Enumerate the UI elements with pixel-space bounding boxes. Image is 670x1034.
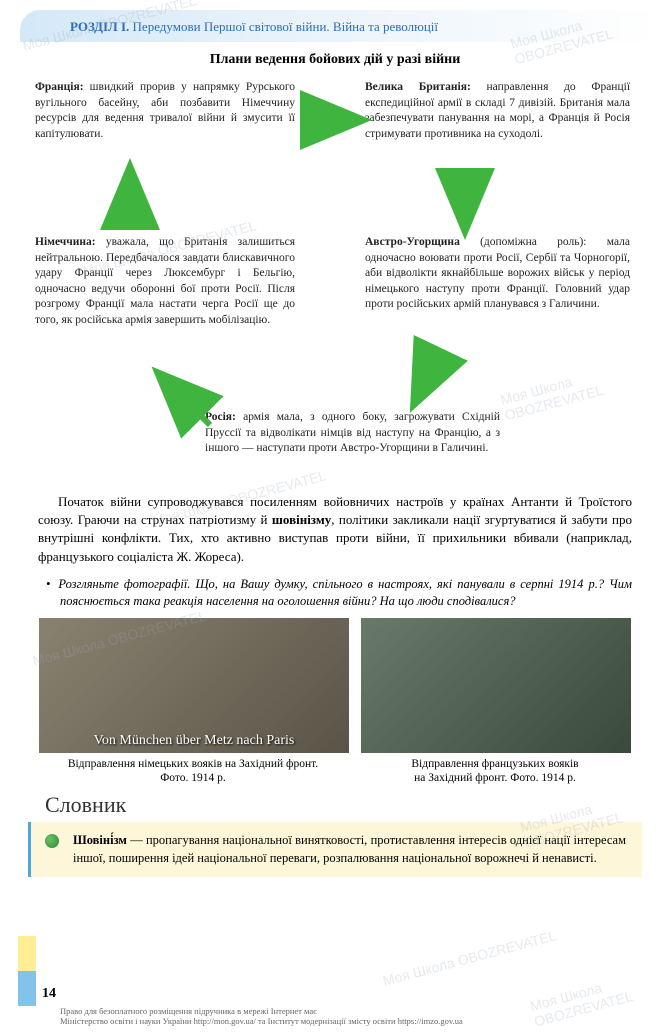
vocab-box: Шовіні́зм — пропагування національної ви… (28, 822, 642, 877)
watermark: Моя Школа OBOZREVATEL (381, 927, 558, 989)
body-paragraph: Початок війни супроводжувався посиленням… (38, 493, 632, 566)
page-number: 14 (42, 986, 56, 1002)
watermark: Моя Школа OBOZREVATEL (528, 962, 670, 1029)
photo-right (361, 618, 631, 753)
section-header: РОЗДІЛ I. Передумови Першої світової вій… (20, 10, 660, 42)
photo-row: Von München über Metz nach Paris (38, 618, 632, 753)
page-subtitle: Плани ведення бойових дій у разі війни (0, 52, 670, 68)
question-prompt: Розгляньте фотографії. Що, на Вашу думку… (60, 576, 632, 610)
photo-left-overlay: Von München über Metz nach Paris (90, 729, 299, 753)
diagram-arrows (35, 80, 635, 490)
vocab-def: — пропагування національної винятковості… (73, 833, 626, 865)
vocab-bullet-icon (45, 834, 59, 848)
photo-right-wrap (361, 618, 631, 753)
captions-row: Відправлення німецьких вояків на Західни… (38, 753, 632, 787)
vocab-term: Шовіні́зм (73, 833, 127, 847)
caption-right: Відправлення французьких вояківна Західн… (360, 757, 630, 787)
vocab-heading: Словник (45, 792, 670, 818)
section-label: РОЗДІЛ I. Передумови Першої світової вій… (70, 19, 438, 34)
photo-left-wrap: Von München über Metz nach Paris (39, 618, 349, 753)
photo-left: Von München über Metz nach Paris (39, 618, 349, 753)
war-plans-diagram: Франція: швидкий прорив у напрямку Рурсь… (35, 80, 635, 485)
footer-text: Право для безоплатного розміщення підруч… (60, 1006, 463, 1026)
corner-decoration (18, 936, 36, 1006)
caption-left: Відправлення німецьких вояків на Західни… (38, 757, 348, 787)
